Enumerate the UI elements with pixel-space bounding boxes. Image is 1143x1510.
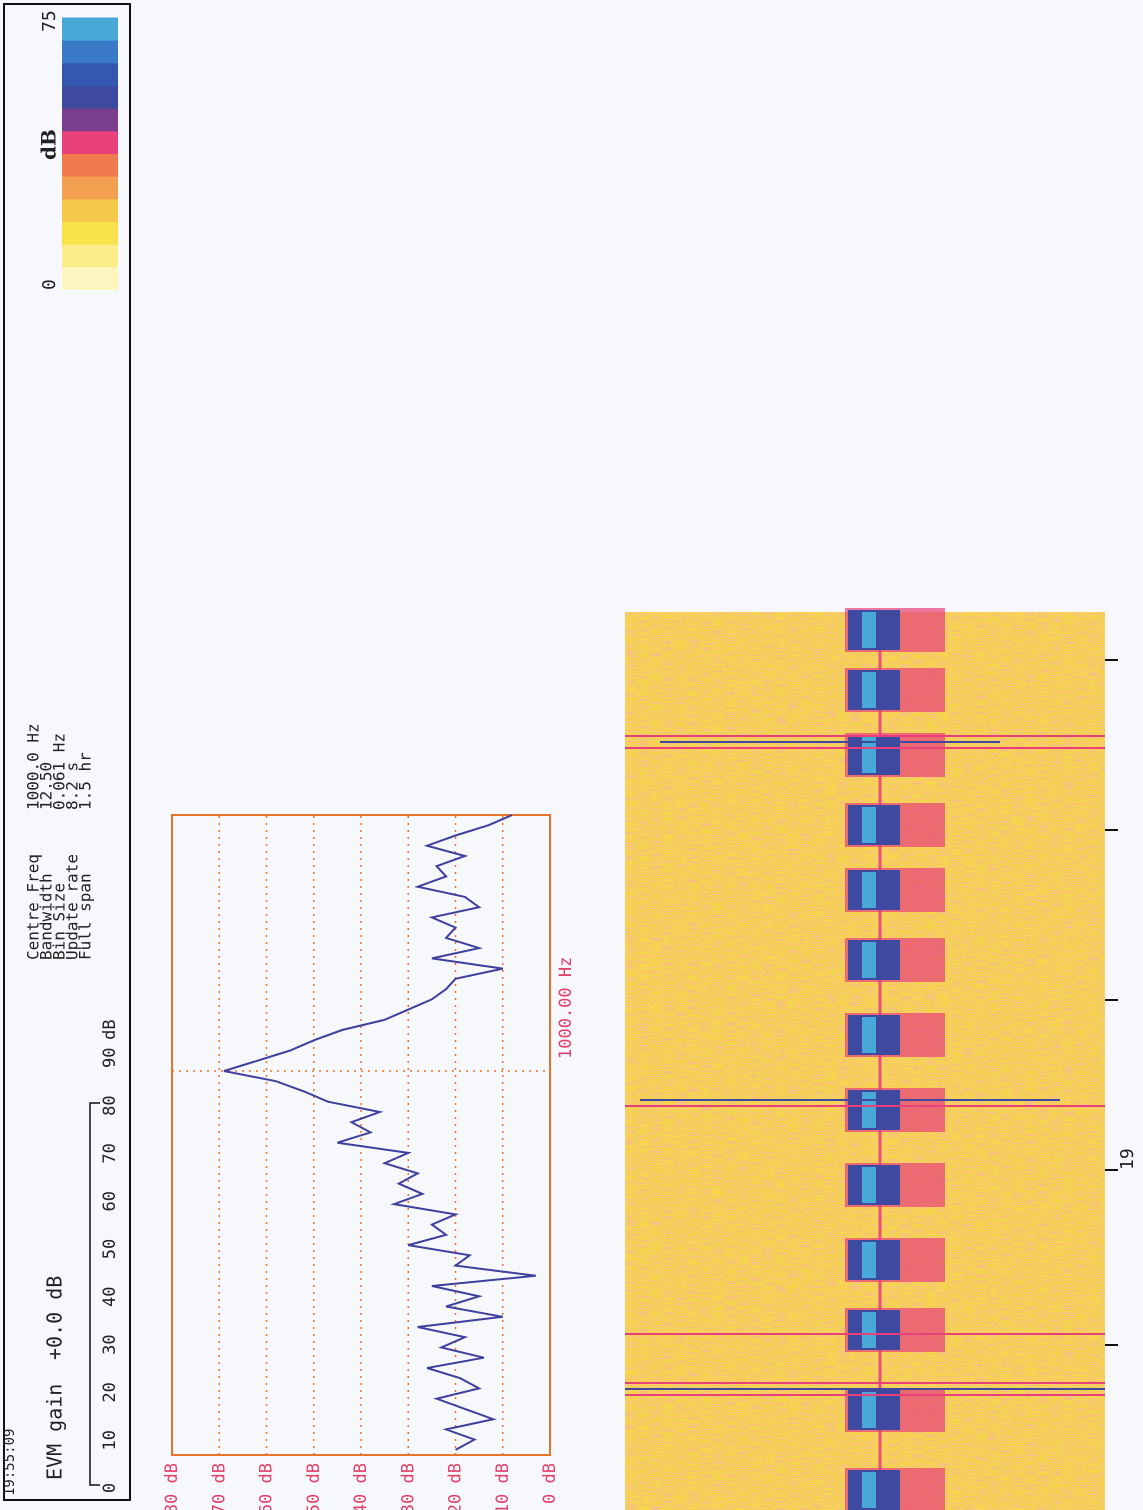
colorbar-swatch [62, 40, 118, 63]
spectrum-line [224, 815, 536, 1450]
y-tick-label: 30 dB [398, 1463, 418, 1510]
gain-scale-label: 0 [100, 1483, 120, 1493]
x-tick-label: 1000.00 Hz [556, 957, 576, 1059]
gain-scale-label: 90 [100, 1048, 120, 1068]
blob-core [862, 672, 876, 708]
y-tick-label: 70 dB [209, 1463, 229, 1510]
info-value: 1.5 hr [76, 752, 95, 810]
y-tick-label: 50 dB [304, 1463, 324, 1510]
gain-label: EVM gain [43, 1384, 67, 1480]
waterfall: 19 [625, 608, 1138, 1510]
colorbar-swatch [62, 244, 118, 267]
gain-scale-label: 40 [100, 1287, 120, 1307]
gain-bracket [90, 1103, 100, 1485]
colorbar-swatch [62, 222, 118, 245]
blob-core [862, 1167, 876, 1203]
colorbar-swatch [62, 267, 118, 290]
blob-core [862, 1472, 876, 1508]
blob-core [862, 1242, 876, 1278]
colorbar-swatch [62, 108, 118, 131]
gain-value: +0.0 dB [43, 1276, 67, 1360]
colorbar-max: 75 [39, 10, 60, 32]
time-ticks [1105, 660, 1118, 1345]
printout: 19:55:09 EVM gain +0.0 dB 0 dB 75 [0, 0, 1143, 1510]
timestamp: 19:55:09 [2, 1429, 18, 1496]
gain-scale-label: 80 [100, 1095, 120, 1115]
blob-core [862, 612, 876, 648]
colorbar-swatch [62, 131, 118, 154]
y-tick-label: 10 dB [493, 1463, 513, 1510]
y-tick-label: 40 dB [351, 1463, 371, 1510]
colorbar-unit: dB [37, 129, 61, 160]
colorbar-swatch [62, 176, 118, 199]
colorbar-swatch [62, 18, 118, 41]
colorbar-swatch [62, 199, 118, 222]
rotated-page: 19:55:09 EVM gain +0.0 dB 0 dB 75 [2, 4, 1138, 1510]
gain-scale-label: 10 [100, 1430, 120, 1450]
blob-core [862, 1017, 876, 1053]
gain-scale-label: 60 [100, 1191, 120, 1211]
page: {"header": {"timestamp": "19:55:09", "ga… [0, 0, 1143, 1510]
gain-scale-label: 30 [100, 1334, 120, 1354]
blob-core [862, 1092, 876, 1128]
time-label: 19 [1117, 1148, 1138, 1170]
gain-scale-label: 50 [100, 1239, 120, 1259]
colorbar-swatch [62, 86, 118, 109]
y-tick-label: 0 dB [540, 1463, 560, 1504]
colorbar-swatch [62, 63, 118, 86]
colorbar-swatch [62, 154, 118, 177]
y-tick-label: 20 dB [446, 1463, 466, 1510]
gain-scale-unit: dB [100, 1019, 120, 1039]
info-label: Full span [76, 873, 95, 960]
y-tick-label: 80 dB [162, 1463, 182, 1510]
gain-scale-label: 70 [100, 1143, 120, 1163]
blob-core [862, 872, 876, 908]
y-tick-label: 60 dB [257, 1463, 277, 1510]
blob-core [862, 807, 876, 843]
colorbar-min: 0 [39, 279, 60, 290]
blob-core [862, 1392, 876, 1428]
blob-core [862, 942, 876, 978]
blob-core [862, 1312, 876, 1348]
gain-scale-label: 20 [100, 1382, 120, 1402]
